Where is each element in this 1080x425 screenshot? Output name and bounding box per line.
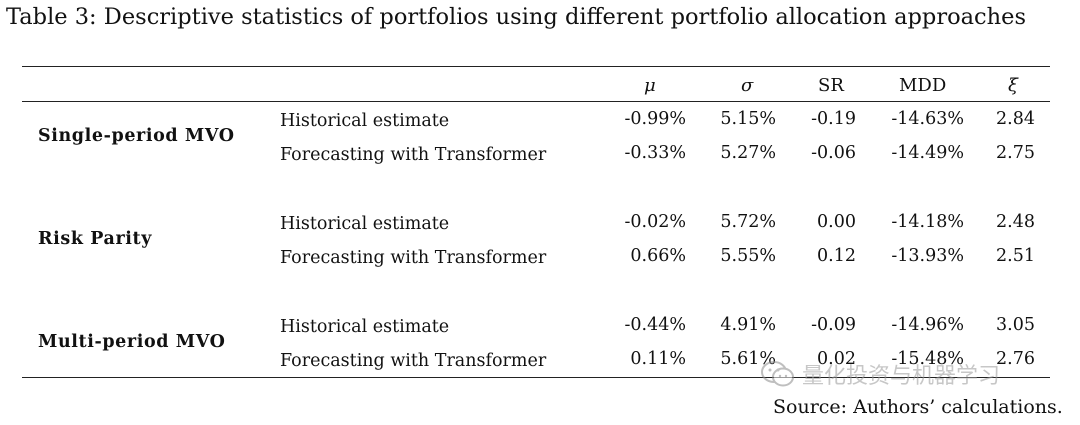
sigma-cell: 5.72% [720, 212, 776, 232]
method-cell: Forecasting with Transformer [280, 248, 547, 268]
header-mu: μ [644, 75, 656, 96]
sigma-cell: 4.91% [720, 315, 776, 335]
xi-cell: 2.51 [996, 246, 1035, 266]
method-cell: Historical estimate [280, 317, 450, 337]
xi-cell: 2.48 [996, 212, 1035, 232]
mdd-cell: -14.18% [891, 212, 964, 232]
source-note: Source: Authors’ calculations. [773, 396, 1063, 418]
header-sr: SR [818, 75, 844, 96]
sr-cell: 0.12 [817, 246, 856, 266]
sigma-cell: 5.61% [720, 349, 776, 369]
mdd-cell: -14.63% [891, 109, 964, 129]
mu-cell: 0.66% [630, 246, 686, 266]
xi-cell: 2.84 [996, 109, 1035, 129]
watermark: 量化投资与机器学习 [760, 358, 1000, 390]
mu-cell: -0.33% [624, 143, 686, 163]
sr-cell: 0.02 [817, 349, 856, 369]
xi-cell: 2.76 [996, 349, 1035, 369]
xi-cell: 3.05 [996, 315, 1035, 335]
table-header-rule [22, 101, 1050, 102]
method-cell: Historical estimate [280, 214, 450, 234]
mdd-cell: -14.96% [891, 315, 964, 335]
mu-cell: -0.44% [624, 315, 686, 335]
sr-cell: 0.00 [817, 212, 856, 232]
sr-cell: -0.06 [811, 143, 856, 163]
mdd-cell: -15.48% [891, 349, 964, 369]
table-caption: Table 3: Descriptive statistics of portf… [6, 4, 1027, 30]
method-cell: Forecasting with Transformer [280, 145, 547, 165]
xi-cell: 2.75 [996, 143, 1035, 163]
table-top-rule [22, 66, 1050, 67]
sigma-cell: 5.55% [720, 246, 776, 266]
method-cell: Historical estimate [280, 111, 450, 131]
sr-cell: -0.19 [811, 109, 856, 129]
wechat-icon [761, 361, 794, 387]
mu-cell: 0.11% [630, 349, 686, 369]
sr-cell: -0.09 [811, 315, 856, 335]
table-bottom-rule [22, 377, 1050, 378]
group-label: Single-period MVO [38, 126, 235, 146]
mu-cell: -0.02% [624, 212, 686, 232]
method-cell: Forecasting with Transformer [280, 351, 547, 371]
mdd-cell: -14.49% [891, 143, 964, 163]
header-xi: ξ [1008, 75, 1018, 96]
watermark-text: 量化投资与机器学习 [802, 364, 1001, 389]
header-mdd: MDD [899, 75, 947, 96]
sigma-cell: 5.15% [720, 109, 776, 129]
header-sigma: σ [741, 75, 754, 96]
group-label: Multi-period MVO [38, 332, 226, 352]
group-label: Risk Parity [38, 229, 153, 249]
mu-cell: -0.99% [624, 109, 686, 129]
mdd-cell: -13.93% [891, 246, 964, 266]
sigma-cell: 5.27% [720, 143, 776, 163]
